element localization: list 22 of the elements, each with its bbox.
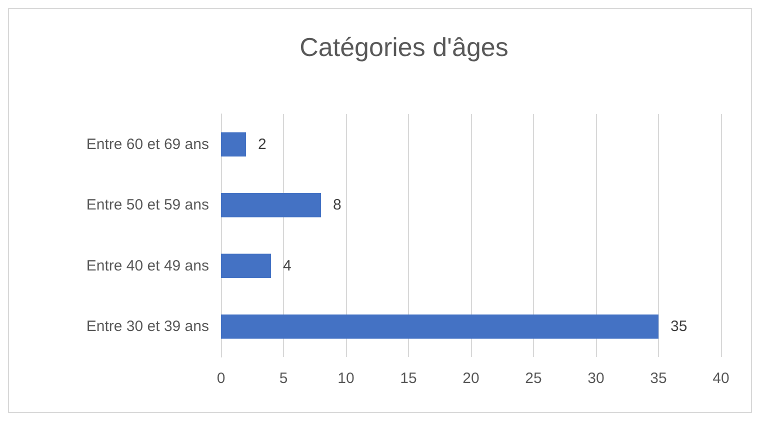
bar	[221, 254, 271, 278]
x-tick-label: 10	[338, 370, 354, 387]
y-tick-label: Entre 50 et 59 ans	[86, 196, 209, 214]
data-label: 4	[283, 257, 292, 274]
x-tick-label: 40	[712, 370, 730, 387]
data-label: 2	[258, 136, 266, 153]
data-label: 8	[333, 196, 342, 214]
bar	[221, 192, 321, 218]
x-tick-label: 25	[525, 370, 542, 387]
x-tick-label: 30	[588, 370, 604, 387]
y-tick-label: Entre 40 et 49 ans	[86, 257, 209, 274]
data-label: 35	[670, 318, 688, 336]
bar	[221, 132, 246, 157]
bar	[221, 314, 658, 339]
x-tick-label: 5	[279, 370, 288, 387]
y-tick-label: Entre 30 et 39 ans	[86, 318, 209, 336]
x-tick-label: 0	[216, 370, 226, 387]
x-tick-label: 35	[650, 370, 667, 387]
chart-title: Catégories d'âges	[300, 32, 508, 62]
x-tick-label: 20	[462, 370, 480, 387]
y-tick-label: Entre 60 et 69 ans	[86, 136, 209, 153]
x-tick-label: 15	[400, 370, 417, 387]
